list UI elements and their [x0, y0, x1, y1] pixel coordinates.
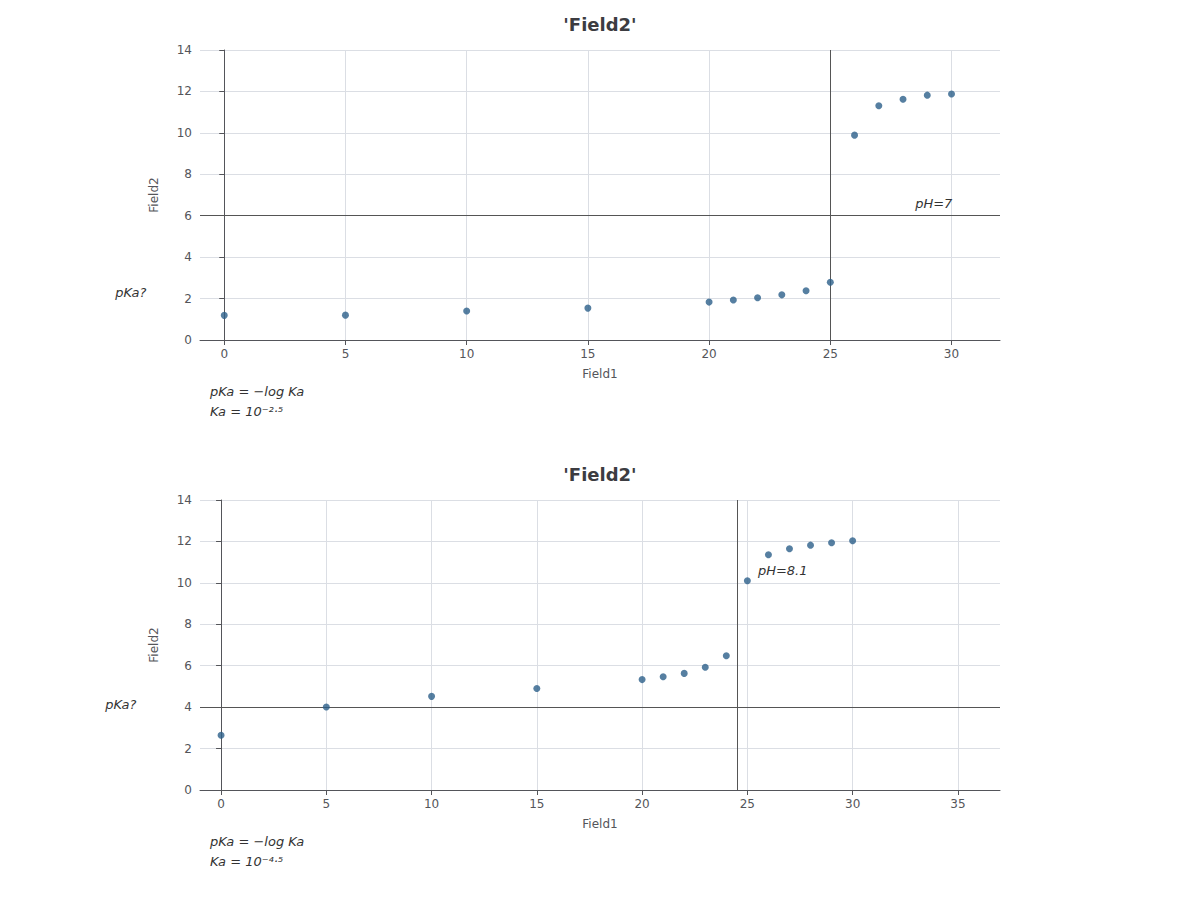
svg-text:pKa?: pKa? — [114, 285, 146, 300]
svg-text:Ka = 10⁻²·⁵: Ka = 10⁻²·⁵ — [210, 404, 283, 419]
svg-text:8: 8 — [184, 617, 192, 631]
svg-text:Ka = 10⁻⁴·⁵: Ka = 10⁻⁴·⁵ — [210, 854, 283, 869]
svg-text:10: 10 — [424, 797, 439, 811]
svg-text:6: 6 — [184, 659, 192, 673]
svg-text:14: 14 — [177, 43, 192, 57]
svg-text:12: 12 — [177, 84, 192, 98]
svg-text:4: 4 — [184, 250, 192, 264]
svg-text:2: 2 — [184, 292, 192, 306]
svg-text:pKa?: pKa? — [104, 697, 136, 712]
svg-text:15: 15 — [580, 347, 595, 361]
svg-text:20: 20 — [701, 347, 716, 361]
svg-text:0: 0 — [184, 783, 192, 797]
svg-text:20: 20 — [634, 797, 649, 811]
svg-text:pKa = −log Ka: pKa = −log Ka — [209, 834, 304, 849]
svg-text:14: 14 — [177, 493, 192, 507]
svg-text:12: 12 — [177, 534, 192, 548]
svg-text:0: 0 — [220, 347, 228, 361]
svg-text:Field2: Field2 — [147, 627, 161, 662]
svg-text:25: 25 — [823, 347, 838, 361]
svg-text:30: 30 — [845, 797, 860, 811]
svg-text:10: 10 — [177, 126, 192, 140]
svg-text:35: 35 — [950, 797, 965, 811]
svg-text:0: 0 — [217, 797, 225, 811]
svg-text:pH=7: pH=7 — [914, 196, 953, 211]
svg-text:Field1: Field1 — [582, 817, 617, 831]
svg-text:5: 5 — [342, 347, 350, 361]
svg-text:pKa = −log Ka: pKa = −log Ka — [209, 384, 304, 399]
svg-text:2: 2 — [184, 742, 192, 756]
svg-text:8: 8 — [184, 167, 192, 181]
svg-text:4: 4 — [184, 700, 192, 714]
svg-text:'Field2': 'Field2' — [563, 464, 636, 485]
svg-text:15: 15 — [529, 797, 544, 811]
svg-text:30: 30 — [944, 347, 959, 361]
svg-text:10: 10 — [459, 347, 474, 361]
svg-text:'Field2': 'Field2' — [563, 14, 636, 35]
svg-text:pH=8.1: pH=8.1 — [757, 563, 808, 578]
svg-text:6: 6 — [184, 209, 192, 223]
svg-text:25: 25 — [740, 797, 755, 811]
svg-text:Field2: Field2 — [147, 177, 161, 212]
svg-text:5: 5 — [322, 797, 330, 811]
svg-text:10: 10 — [177, 576, 192, 590]
svg-text:Field1: Field1 — [582, 367, 617, 381]
svg-text:0: 0 — [184, 333, 192, 347]
